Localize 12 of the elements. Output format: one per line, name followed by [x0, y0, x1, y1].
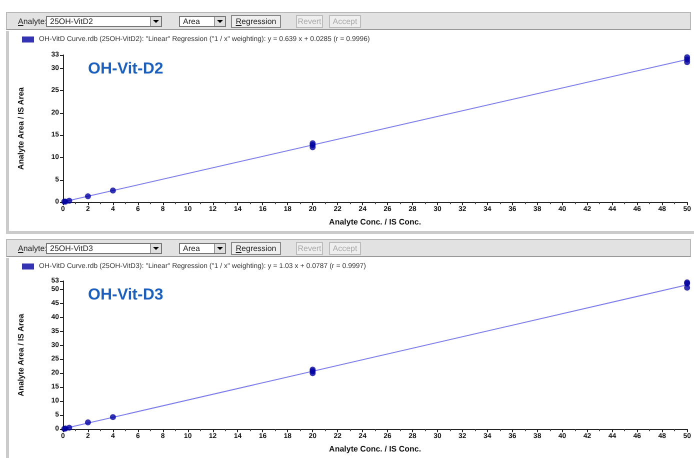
y-axis-title: Analyte Area / IS Area — [16, 313, 26, 396]
x-axis-title: Analyte Conc. / IS Conc. — [329, 218, 422, 226]
revert-button: Revert — [296, 15, 323, 28]
chart-title: OH-Vit-D3 — [88, 286, 164, 304]
revert-button: Revert — [296, 242, 323, 255]
chart-title: OH-Vit-D2 — [88, 60, 164, 78]
text: Analyte: — [18, 17, 47, 26]
accept-button: Accept — [329, 15, 361, 28]
text: Analyte: — [18, 244, 47, 253]
accept-button: Accept — [329, 242, 361, 255]
y-axis-title: Analyte Area / IS Area — [16, 86, 26, 170]
x-axis-title: Analyte Conc. / IS Conc. — [329, 444, 422, 454]
